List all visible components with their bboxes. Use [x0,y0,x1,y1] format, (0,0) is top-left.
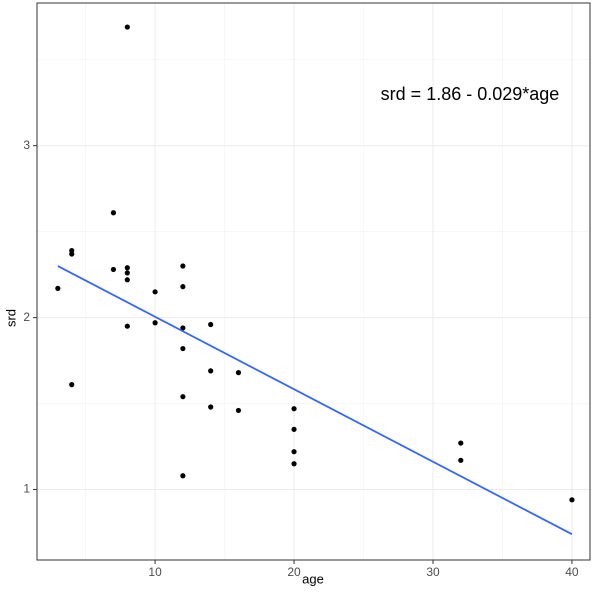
point [180,473,186,479]
point [180,263,186,269]
point [69,251,75,257]
point [124,277,130,283]
point [124,265,130,271]
point [124,323,130,329]
x-axis-title: age [302,571,324,586]
y-axis-title: srd [3,309,18,327]
point [152,289,158,295]
point [69,382,75,388]
point [458,440,464,446]
point [180,394,186,400]
point [291,449,297,455]
point [208,404,214,410]
point [180,284,186,290]
point [124,270,130,276]
x-tick-label: 40 [565,565,579,579]
point [180,345,186,352]
point [291,426,297,432]
point [235,370,242,376]
point [124,24,130,30]
point [458,457,464,463]
x-tick-label: 30 [426,565,440,579]
point [235,407,242,414]
x-tick-label: 10 [148,565,162,579]
x-tick-label: 20 [287,565,301,579]
point [152,320,158,326]
point [569,497,575,503]
y-tick-label: 1 [23,482,30,496]
point [291,461,297,467]
point [208,321,214,328]
y-tick-label: 2 [23,310,30,324]
point [110,266,117,273]
point [55,285,61,291]
point [291,406,297,412]
annotation: srd = 1.86 - 0.029*age [381,84,560,104]
point [110,210,117,216]
panel-border [36,2,591,561]
y-tick-label: 3 [23,138,30,152]
regression-line [57,265,573,536]
point [208,368,214,374]
point [180,325,186,331]
